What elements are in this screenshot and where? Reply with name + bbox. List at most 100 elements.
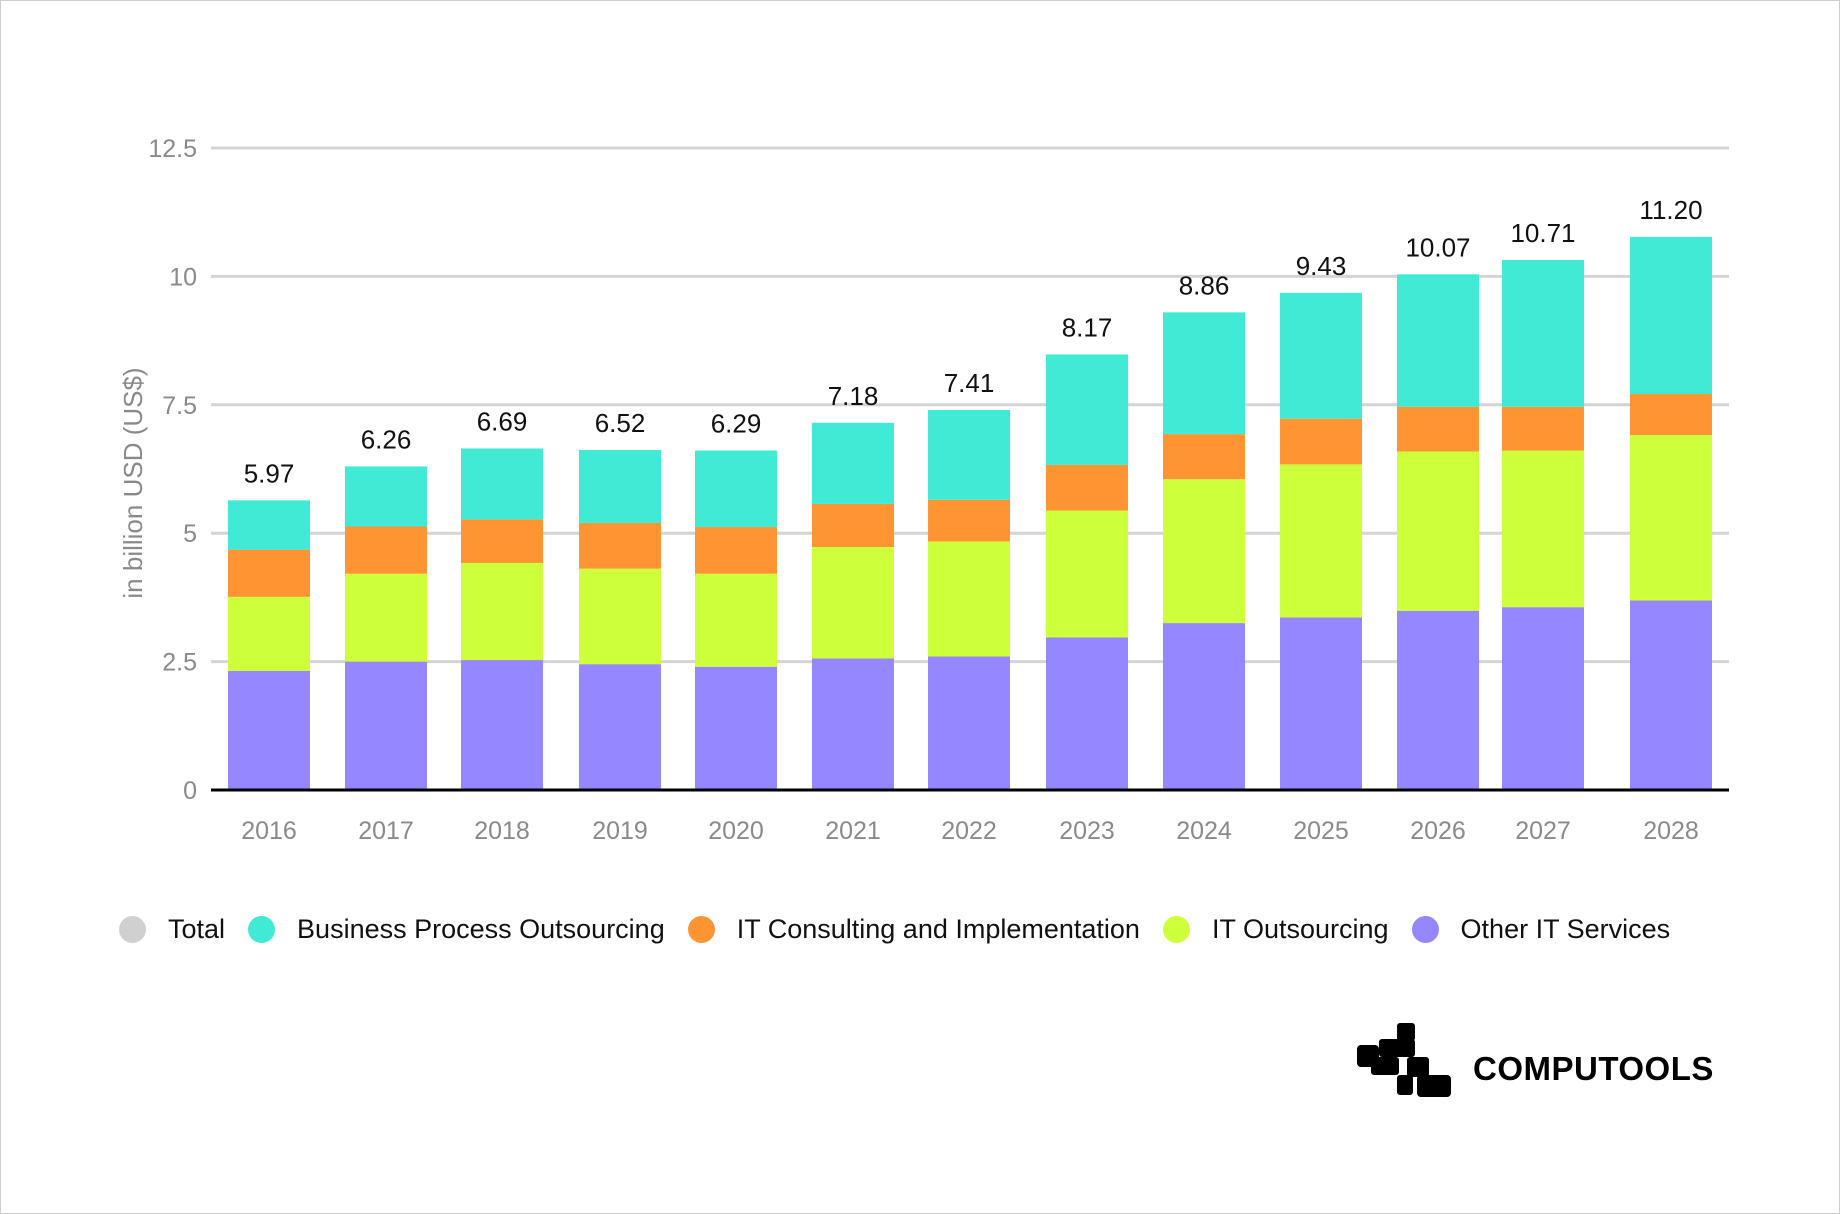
- x-tick-label: 2018: [474, 817, 530, 845]
- bar-segment: [812, 503, 894, 548]
- brand-name: COMPUTOOLS: [1473, 1050, 1714, 1087]
- bar-segment: [1502, 406, 1584, 451]
- bar-segment: [1630, 236, 1712, 395]
- legend-item: Business Process Outsourcing: [248, 914, 665, 945]
- bar-segment: [1630, 435, 1712, 601]
- bar-segment: [1397, 274, 1479, 407]
- bar-segment: [1046, 464, 1128, 511]
- bar-segment: [1502, 607, 1584, 790]
- legend-swatch: [119, 915, 146, 943]
- x-tick-label: 2024: [1176, 817, 1232, 845]
- total-label: 9.43: [1296, 251, 1347, 281]
- bar-segment: [928, 541, 1010, 657]
- bar-segment: [695, 527, 777, 574]
- bar-segment: [345, 573, 427, 662]
- bar-segment: [1397, 610, 1479, 790]
- x-tick-label: 2019: [592, 817, 648, 845]
- bar-segment: [228, 549, 310, 597]
- bar-segment: [1046, 510, 1128, 638]
- bar-segment: [1046, 354, 1128, 465]
- legend: Total Business Process Outsourcing IT Cons…: [119, 909, 1693, 949]
- brand-logo: COMPUTOOLS: [1357, 1023, 1714, 1097]
- bar-segment: [228, 596, 310, 671]
- legend-label: Business Process Outsourcing: [297, 913, 665, 944]
- y-axis-label: in billion USD (US$): [118, 367, 148, 598]
- bar-segment: [1163, 623, 1245, 790]
- bar-segment: [1163, 312, 1245, 435]
- x-tick-label: 2017: [358, 817, 414, 845]
- total-label: 6.69: [477, 406, 528, 436]
- bar-segment: [228, 500, 310, 550]
- legend-item: IT Consulting and Implementation: [687, 913, 1140, 945]
- y-tick-label: 5: [183, 520, 197, 548]
- legend-label: Other IT Services: [1460, 913, 1671, 944]
- bar-segment: [579, 568, 661, 665]
- bar-segment: [461, 519, 543, 563]
- bar-segment: [695, 666, 777, 790]
- legend-item: IT Outsourcing: [1162, 913, 1389, 945]
- computools-logo-icon: [1357, 1023, 1451, 1097]
- legend-label: IT Outsourcing: [1211, 913, 1389, 944]
- bar-segment: [1280, 464, 1362, 618]
- bar-segment: [579, 522, 661, 569]
- bar-segment: [1397, 451, 1479, 611]
- total-label: 5.97: [244, 458, 295, 488]
- total-label: 6.26: [361, 424, 412, 454]
- bar-segment: [579, 449, 661, 523]
- x-tick-label: 2022: [941, 817, 997, 845]
- total-label: 6.52: [595, 408, 646, 438]
- legend-label: Total: [168, 913, 226, 944]
- total-label: 11.20: [1639, 195, 1702, 225]
- total-label: 10.07: [1405, 232, 1470, 262]
- bar-segment: [1397, 406, 1479, 452]
- bar-segment: [345, 661, 427, 790]
- x-tick-label: 2020: [708, 817, 764, 845]
- total-label: 8.86: [1179, 270, 1230, 300]
- y-tick-label: 7.5: [162, 392, 197, 420]
- y-tick-label: 2.5: [162, 649, 197, 677]
- x-tick-label: 2027: [1515, 817, 1571, 845]
- total-label: 7.41: [944, 368, 995, 398]
- legend-swatch: [1162, 915, 1190, 943]
- bar-segment: [1280, 292, 1362, 419]
- legend-swatch: [248, 915, 276, 943]
- x-tick-label: 2026: [1410, 817, 1466, 845]
- x-tick-label: 2023: [1059, 817, 1115, 845]
- x-axis-ticks: 2016 2017 2018 2019 2020 2021 2022 2023 2024 2025…: [241, 817, 1699, 845]
- x-tick-label: 2028: [1643, 817, 1699, 845]
- bar-segment: [461, 448, 543, 520]
- stacked-bar-chart: 0 2.5 5 7.5 10 12.5 in billion USD (US$) 2016…: [118, 135, 1729, 845]
- bar-segment: [1280, 418, 1362, 465]
- bar-segment: [1163, 479, 1245, 624]
- bar-segment: [345, 466, 427, 527]
- legend-swatch: [1411, 915, 1439, 943]
- bar-segment: [812, 422, 894, 504]
- x-tick-label: 2025: [1293, 817, 1349, 845]
- bar-segment: [579, 664, 661, 790]
- bar-segment: [928, 409, 1010, 500]
- bar-segment: [1502, 259, 1584, 407]
- bar-segment: [461, 562, 543, 661]
- y-tick-label: 10: [169, 263, 197, 291]
- bar-segment: [928, 656, 1010, 790]
- bar-segment: [928, 499, 1010, 542]
- bar-segment: [461, 660, 543, 790]
- y-axis-ticks: 0 2.5 5 7.5 10 12.5: [148, 135, 197, 805]
- legend-item: Other IT Services: [1411, 913, 1671, 945]
- bar-segment: [1280, 617, 1362, 790]
- bar-segment: [812, 547, 894, 659]
- total-label: 8.17: [1062, 312, 1113, 342]
- bar-segment: [812, 658, 894, 790]
- bar-segment: [695, 450, 777, 528]
- total-label: 6.29: [711, 409, 762, 439]
- x-tick-label: 2021: [825, 817, 881, 845]
- bar-segment: [695, 573, 777, 667]
- bar-segment: [345, 526, 427, 574]
- bar-segment: [1502, 450, 1584, 608]
- bar-segment: [228, 670, 310, 790]
- bar-segment: [1163, 434, 1245, 480]
- bar-segment: [1046, 637, 1128, 790]
- x-tick-label: 2016: [241, 817, 297, 845]
- legend-label: IT Consulting and Implementation: [736, 913, 1140, 944]
